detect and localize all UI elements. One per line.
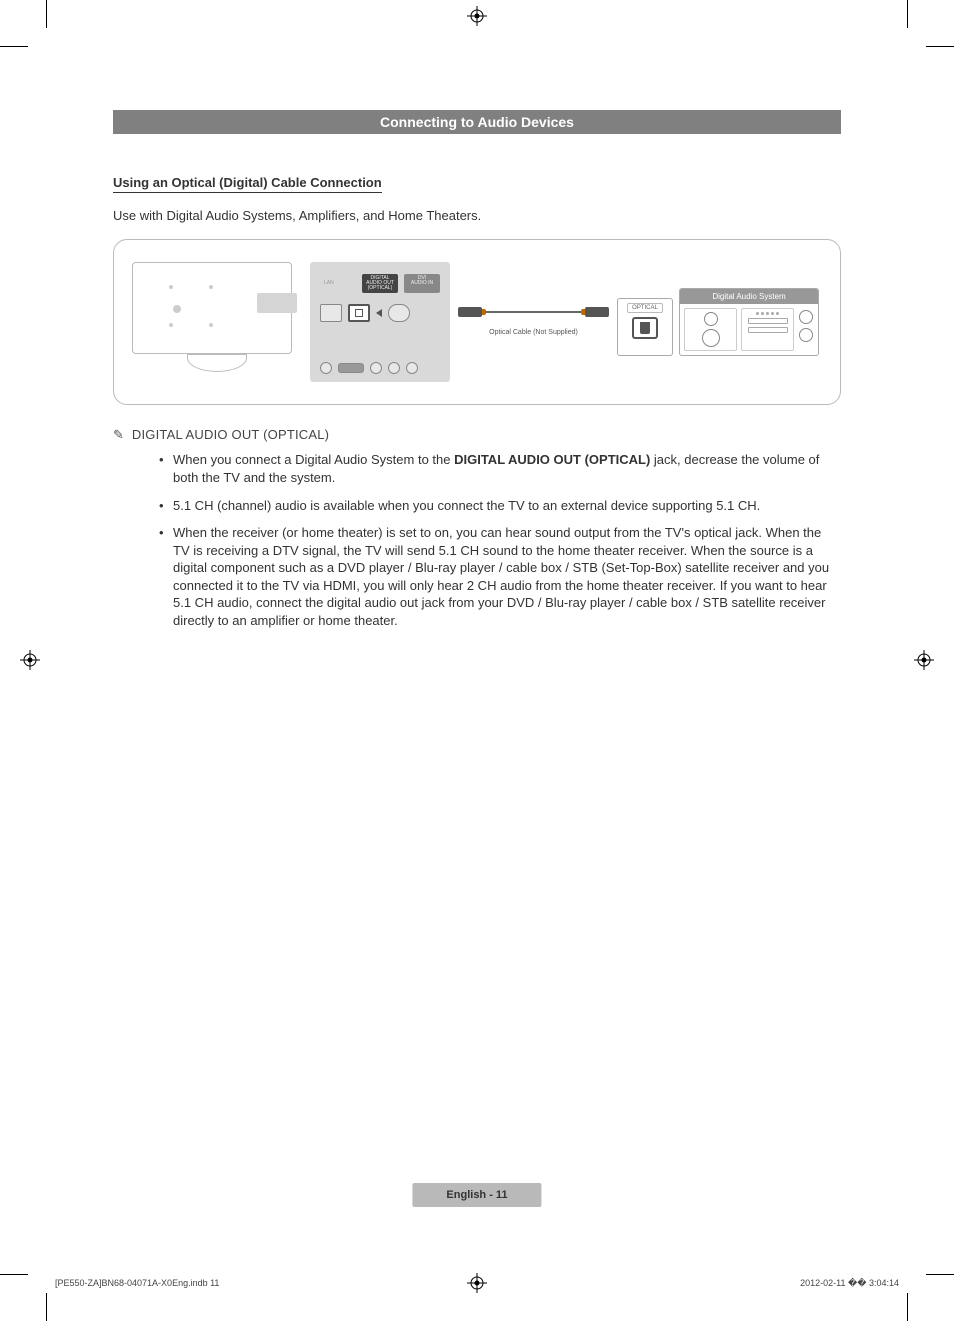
port-icon — [370, 362, 382, 374]
knob-icon — [799, 310, 813, 324]
digital-audio-system: Digital Audio System — [679, 288, 819, 356]
print-filename: [PE550-ZA]BN68-04071A-X0Eng.indb 11 — [55, 1278, 219, 1289]
bullet-text-bold: DIGITAL AUDIO OUT (OPTICAL) — [454, 452, 650, 467]
page-footer-lang: English - 11 — [412, 1183, 541, 1207]
page-frame: Connecting to Audio Devices Using an Opt… — [55, 30, 899, 1271]
note-icon: ✎ — [113, 427, 124, 444]
optical-input-box: OPTICAL — [617, 298, 673, 356]
audio-jack-icon — [388, 304, 410, 322]
note-title: DIGITAL AUDIO OUT (OPTICAL) — [132, 427, 329, 442]
knob-icon — [704, 312, 718, 326]
page-content: Connecting to Audio Devices Using an Opt… — [55, 30, 899, 629]
tv-rear-panel: . DIGITAL AUDIO OUT (OPTICAL) DVI AUDIO … — [310, 262, 450, 382]
optical-label: OPTICAL — [627, 303, 663, 313]
crop-mark — [907, 1293, 908, 1321]
crop-mark — [0, 46, 28, 47]
optical-port-icon — [632, 317, 658, 339]
subsection-heading: Using an Optical (Digital) Cable Connect… — [113, 175, 382, 193]
port-icon — [388, 362, 400, 374]
crop-mark — [907, 0, 908, 28]
arrow-left-icon — [376, 309, 382, 317]
optical-plug-icon — [458, 307, 482, 317]
tv-illustration — [132, 262, 302, 382]
audio-device-illustration: OPTICAL Digital Audio System — [617, 288, 822, 356]
port-icon — [320, 362, 332, 374]
crop-mark — [0, 1274, 28, 1275]
print-footer: [PE550-ZA]BN68-04071A-X0Eng.indb 11 2012… — [55, 1278, 899, 1289]
crop-mark — [46, 1293, 47, 1321]
print-timestamp: 2012-02-11 �� 3:04:14 — [800, 1278, 899, 1289]
crop-mark — [46, 0, 47, 28]
bullet-text: When you connect a Digital Audio System … — [173, 452, 454, 467]
slot-icon — [748, 318, 788, 324]
intro-text: Use with Digital Audio Systems, Amplifie… — [113, 207, 841, 225]
slot-icon — [748, 327, 788, 333]
panel-label-dao: DIGITAL AUDIO OUT (OPTICAL) — [362, 274, 398, 293]
cable-label: Optical Cable (Not Supplied) — [489, 329, 578, 336]
registration-mark-icon — [914, 650, 934, 670]
panel-label-dvi: DVI AUDIO IN — [404, 274, 440, 293]
section-title-bar: Connecting to Audio Devices — [113, 110, 841, 134]
registration-mark-icon — [467, 6, 487, 26]
panel-label-lan: LAN — [324, 280, 334, 286]
subsection: Using an Optical (Digital) Cable Connect… — [113, 174, 841, 629]
optical-plug-icon — [585, 307, 609, 317]
cable-illustration: Optical Cable (Not Supplied) — [458, 262, 609, 382]
list-item: 5.1 CH (channel) audio is available when… — [159, 497, 841, 515]
optical-out-port-icon — [348, 304, 370, 322]
port-icon — [406, 362, 418, 374]
lan-port-icon — [320, 304, 342, 322]
note-heading-row: ✎ DIGITAL AUDIO OUT (OPTICAL) — [113, 427, 841, 444]
knob-icon — [702, 329, 720, 347]
note-bullet-list: When you connect a Digital Audio System … — [113, 451, 841, 629]
das-title: Digital Audio System — [680, 289, 818, 304]
crop-mark — [926, 46, 954, 47]
knob-icon — [799, 328, 813, 342]
list-item: When you connect a Digital Audio System … — [159, 451, 841, 486]
list-item: When the receiver (or home theater) is s… — [159, 524, 841, 629]
crop-mark — [926, 1274, 954, 1275]
port-icon — [338, 363, 364, 373]
connection-diagram: . DIGITAL AUDIO OUT (OPTICAL) DVI AUDIO … — [113, 239, 841, 405]
registration-mark-icon — [20, 650, 40, 670]
